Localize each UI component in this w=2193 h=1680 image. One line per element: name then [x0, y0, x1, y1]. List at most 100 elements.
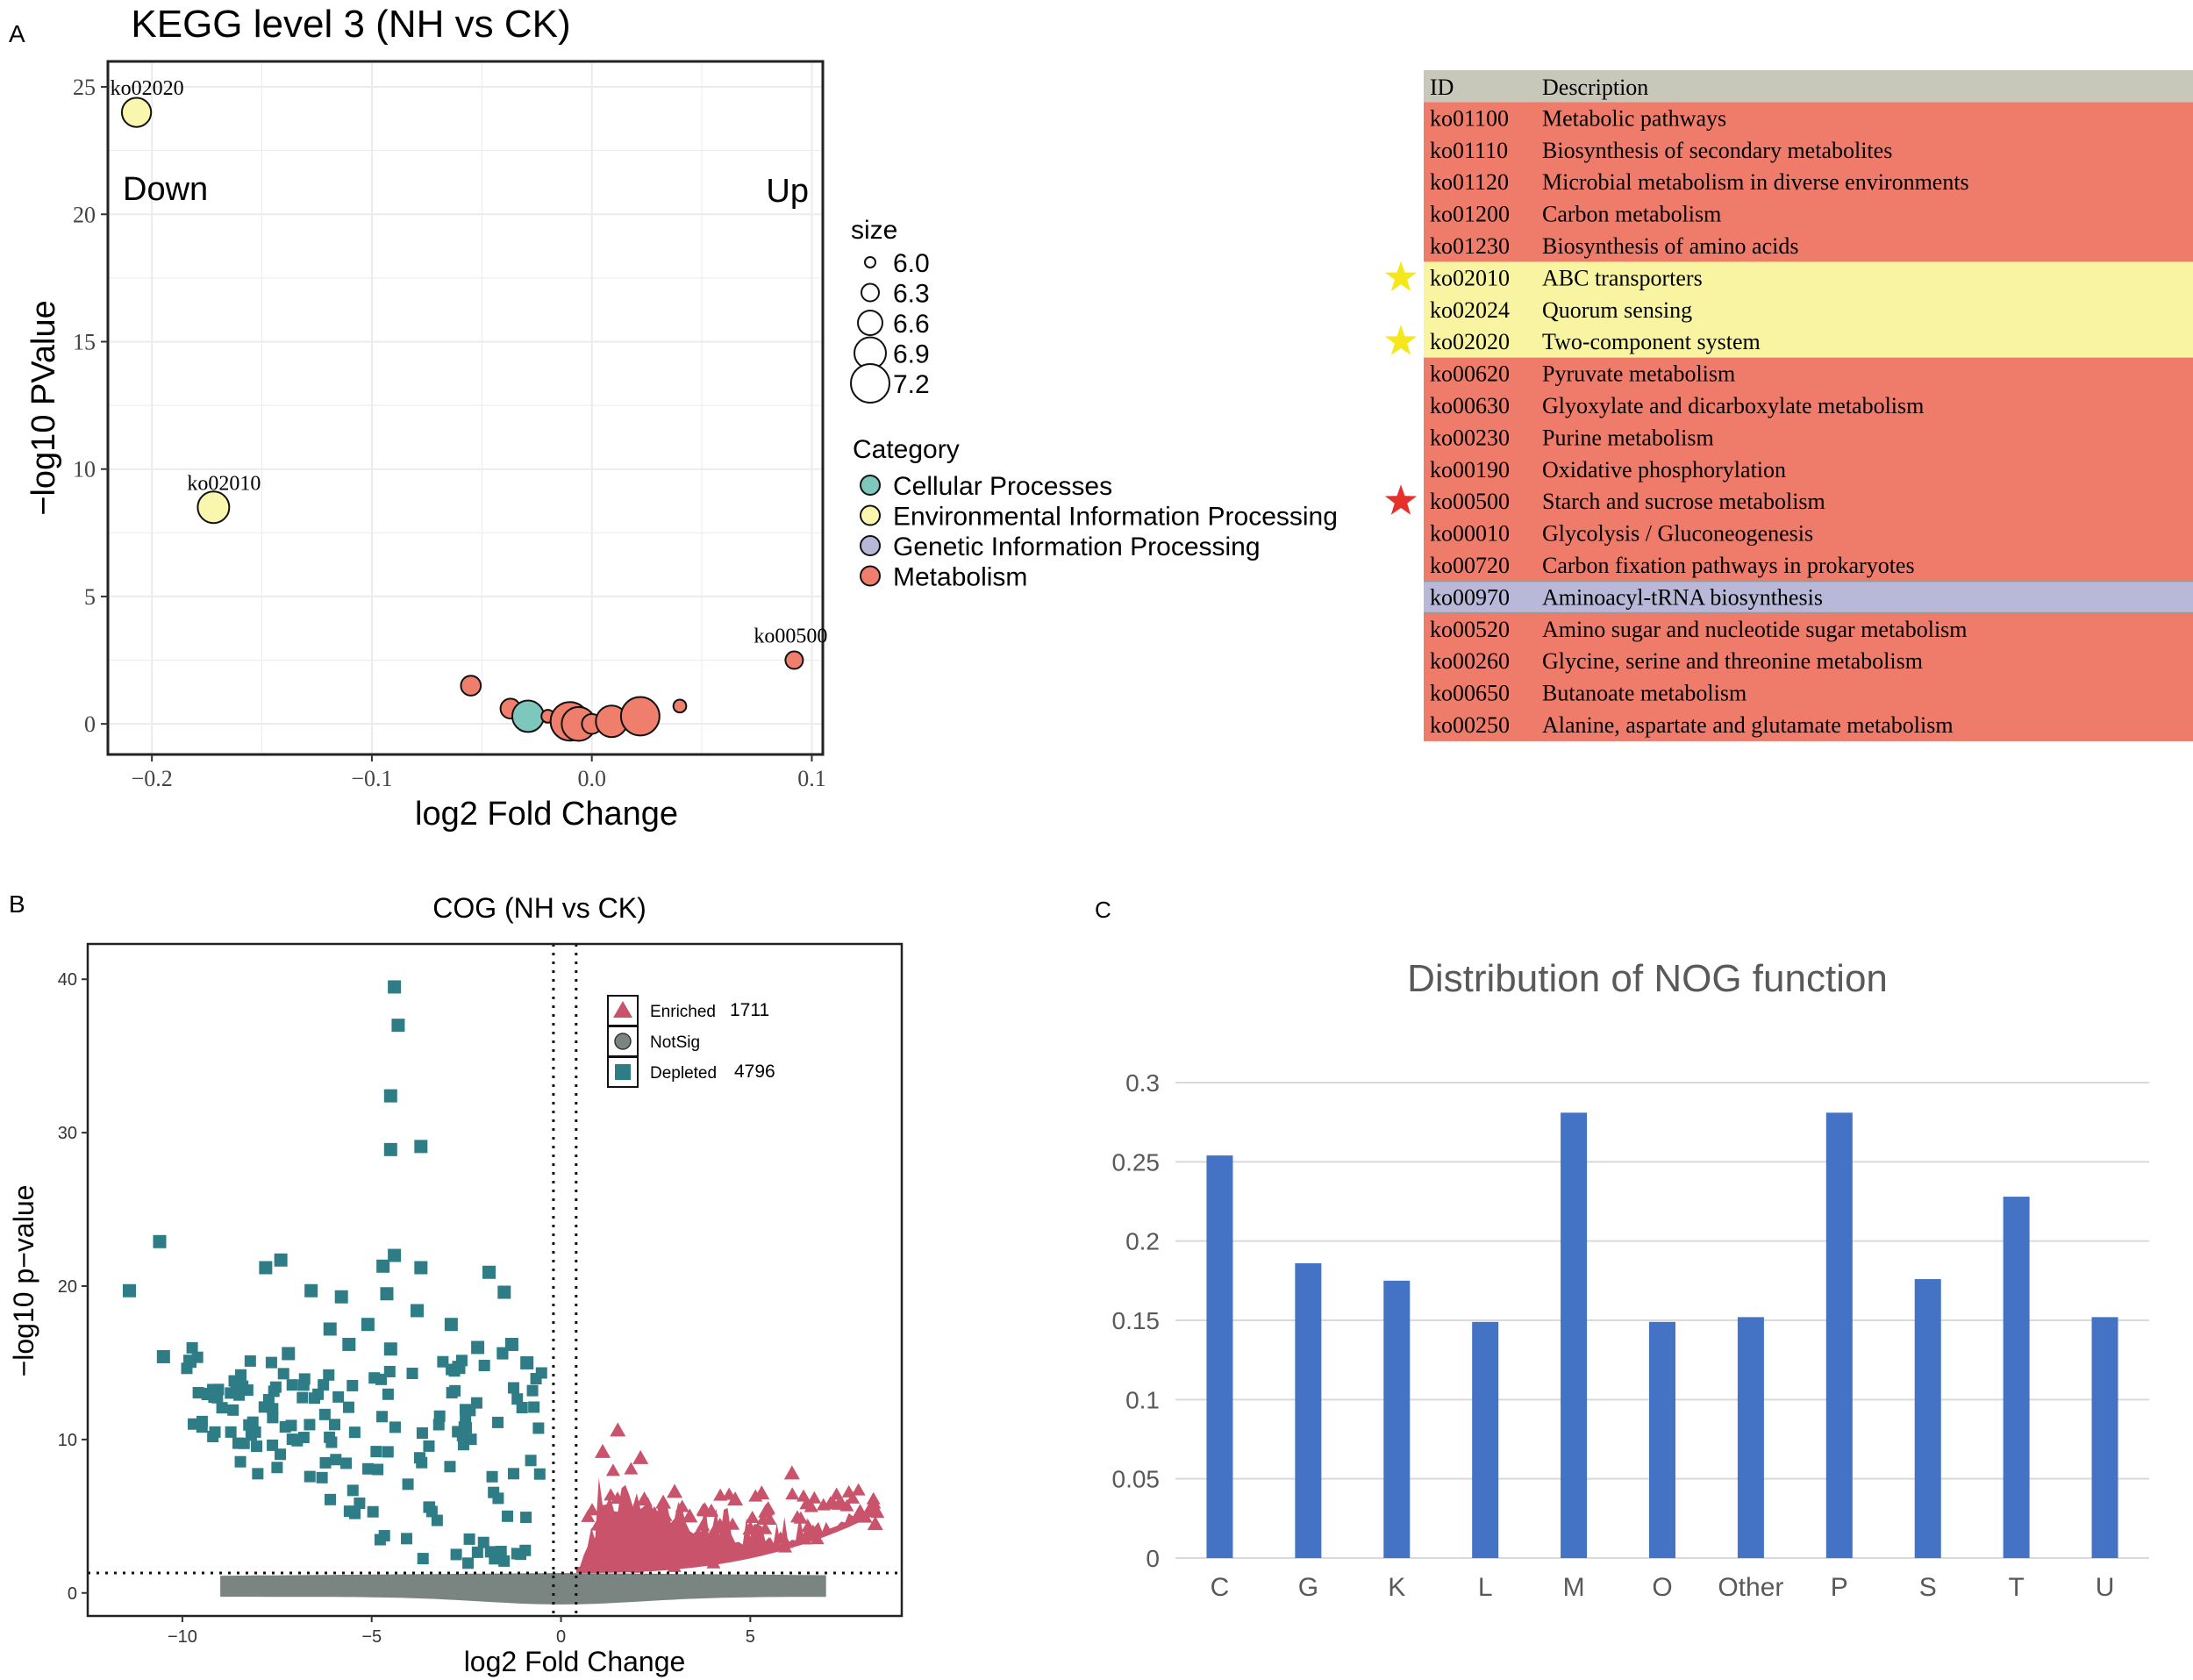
nog-x-tick-label: K: [1388, 1573, 1405, 1602]
cog-depleted-point: [340, 1457, 353, 1469]
table-row: [1424, 230, 2193, 262]
table-row: [1424, 102, 2193, 135]
cog-depleted-point: [312, 1388, 325, 1400]
cog-depleted-point: [251, 1441, 263, 1453]
table-cell-id: ko02010: [1430, 265, 1510, 290]
cog-depleted-point: [388, 1248, 402, 1262]
cog-enriched-point: [793, 1511, 808, 1524]
cog-enriched-point: [852, 1504, 868, 1519]
cog-enriched-point: [711, 1517, 728, 1532]
cog-enriched-point: [655, 1494, 672, 1509]
cog-depleted-point: [342, 1337, 356, 1351]
kegg-category-legend-symbol: [860, 535, 881, 556]
kegg-pathway-table: ID Description ko01100 Metabolic pathways ko…: [1384, 70, 2193, 741]
table-cell-description: Alanine, aspartate and glutamate metabol…: [1542, 712, 1954, 738]
table-cell-description: Pyruvate metabolism: [1542, 361, 1735, 387]
cog-depleted-point: [528, 1401, 540, 1413]
cog-depleted-point: [334, 1290, 348, 1304]
cog-depleted-point: [507, 1468, 519, 1480]
kegg-plot-frame: [106, 60, 825, 756]
table-cell-description: ABC transporters: [1542, 265, 1703, 290]
kegg-y-tick-label: 20: [73, 202, 96, 227]
cog-enriched-point: [777, 1540, 792, 1553]
kegg-y-tick-label: 10: [73, 457, 96, 483]
cog-enriched-point: [804, 1499, 818, 1512]
cog-depleted-point: [437, 1355, 449, 1368]
nog-x-tick-label: M: [1563, 1573, 1585, 1602]
kegg-point: [619, 696, 661, 737]
cog-depleted-point: [370, 1446, 382, 1458]
cog-enriched-point: [763, 1537, 778, 1550]
kegg-y-tick-label: 5: [84, 584, 96, 610]
table-cell-description: Amino sugar and nucleotide sugar metabol…: [1542, 617, 1968, 642]
cog-depleted-point: [362, 1462, 375, 1475]
cog-depleted-point: [269, 1381, 282, 1393]
kegg-category-legend-symbol: [860, 565, 881, 587]
cog-depleted-point: [372, 1463, 384, 1476]
table-row: [1424, 612, 2193, 646]
cog-depleted-point: [511, 1548, 523, 1560]
cog-depleted-point: [382, 1446, 394, 1458]
table-row: [1424, 453, 2193, 486]
cog-depleted-point: [444, 1318, 458, 1332]
cog-depleted-point: [318, 1408, 331, 1420]
kegg-point-label: ko00500: [754, 626, 827, 648]
nog-bar: [1295, 1262, 1322, 1558]
cog-enriched-point: [867, 1496, 882, 1509]
cog-depleted-point: [424, 1501, 436, 1513]
cog-legend-label: Enriched: [650, 1003, 716, 1021]
cog-depleted-point: [383, 1089, 397, 1103]
cog-enriched-point: [592, 1529, 607, 1542]
cog-depleted-point: [383, 1142, 397, 1156]
cog-depleted-point: [417, 1553, 429, 1565]
cog-plot-area: [88, 944, 902, 1616]
table-cell-id: ko00500: [1430, 489, 1510, 514]
cog-y-tick-label: 30: [58, 1124, 77, 1143]
table-cell-description: Glyoxylate and dicarboxylate metabolism: [1542, 393, 1924, 418]
table-cell-id: ko00620: [1430, 361, 1510, 387]
table-cell-id: ko00520: [1430, 617, 1510, 642]
nog-bar: [1561, 1112, 1588, 1558]
cog-y-tick-label: 0: [68, 1584, 77, 1604]
cog-enriched-point: [667, 1483, 683, 1498]
panel-label-b: B: [9, 890, 25, 918]
cog-x-tick-label: 0: [556, 1627, 566, 1647]
cog-enriched-point: [670, 1533, 685, 1546]
cog-depleted-point: [520, 1355, 534, 1369]
kegg-size-legend-symbol: [850, 363, 890, 404]
cog-y-tick-label: 20: [58, 1277, 77, 1297]
kegg-up-annotation: Up: [766, 173, 809, 210]
kegg-plot-background: [108, 61, 823, 754]
cog-depleted-point: [227, 1404, 239, 1416]
cog-enriched-point: [742, 1520, 759, 1535]
cog-depleted-point: [187, 1418, 199, 1430]
cog-enriched-point: [691, 1527, 706, 1541]
cog-depleted-point: [192, 1387, 204, 1399]
cog-depleted-point: [498, 1555, 511, 1567]
cog-legend-label: NotSig: [650, 1033, 700, 1052]
kegg-x-axis-title: log2 Fold Change: [415, 796, 678, 833]
cog-enriched-point: [745, 1510, 760, 1523]
cog-enriched-point: [725, 1517, 740, 1530]
cog-depleted-point: [383, 1342, 397, 1356]
cog-enriched-point: [823, 1496, 838, 1509]
cog-enriched-point: [605, 1463, 620, 1476]
cog-depleted-point: [267, 1403, 279, 1415]
table-cell-id: ko00970: [1430, 584, 1510, 610]
cog-depleted-point: [216, 1402, 228, 1414]
cog-enriched-point: [758, 1521, 773, 1534]
cog-legend-count: 4796: [734, 1062, 775, 1082]
cog-legend: Enriched 1711 NotSig Depleted 4796: [607, 995, 775, 1088]
kegg-ticks: −0.2 −0.1 0.0 0.1 0 5 10 15 20 25: [73, 75, 826, 791]
table-cell-id: ko00650: [1430, 681, 1510, 706]
cog-depleted-point: [330, 1454, 342, 1466]
kegg-y-tick-label: 0: [84, 711, 96, 737]
cog-depleted-point: [462, 1557, 475, 1569]
nog-x-tick-label: T: [2008, 1573, 2024, 1602]
cog-depleted-point: [511, 1393, 524, 1405]
cog-enriched-point: [694, 1548, 709, 1561]
cog-depleted-point: [208, 1391, 220, 1404]
cog-enriched-point: [762, 1512, 777, 1525]
cog-depleted-point: [376, 1259, 390, 1273]
cog-enriched-point: [696, 1502, 713, 1517]
